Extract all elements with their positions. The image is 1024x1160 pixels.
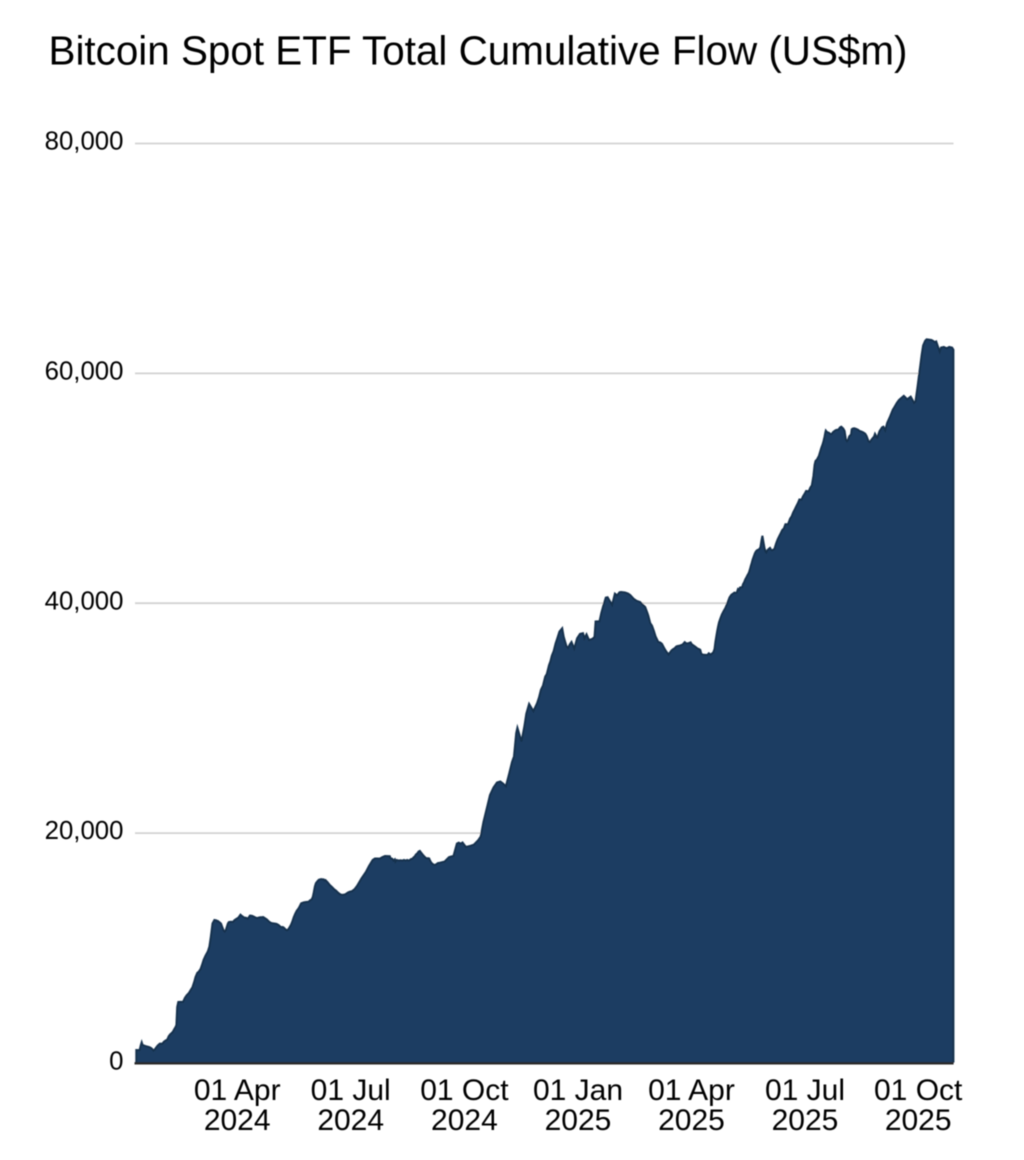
svg-text:01 Apr: 01 Apr: [194, 1074, 281, 1107]
svg-text:40,000: 40,000: [45, 587, 124, 615]
svg-text:01 Oct: 01 Oct: [874, 1074, 963, 1107]
svg-text:60,000: 60,000: [45, 358, 124, 386]
svg-text:0: 0: [109, 1048, 123, 1076]
svg-text:2025: 2025: [658, 1104, 725, 1137]
svg-text:2025: 2025: [772, 1104, 839, 1137]
svg-text:20,000: 20,000: [45, 817, 124, 845]
svg-text:01 Jan: 01 Jan: [533, 1074, 623, 1107]
svg-text:2024: 2024: [204, 1104, 271, 1137]
svg-text:80,000: 80,000: [45, 128, 124, 156]
svg-text:2024: 2024: [317, 1104, 384, 1137]
svg-text:2025: 2025: [545, 1104, 612, 1137]
svg-text:2024: 2024: [431, 1104, 498, 1137]
svg-text:01 Jul: 01 Jul: [311, 1074, 391, 1107]
svg-text:01 Oct: 01 Oct: [420, 1074, 509, 1107]
svg-text:01 Apr: 01 Apr: [648, 1074, 735, 1107]
svg-text:01 Jul: 01 Jul: [765, 1074, 845, 1107]
svg-text:2025: 2025: [885, 1104, 952, 1137]
svg-text:Bitcoin Spot ETF Total Cumulat: Bitcoin Spot ETF Total Cumulative Flow (…: [49, 28, 908, 74]
